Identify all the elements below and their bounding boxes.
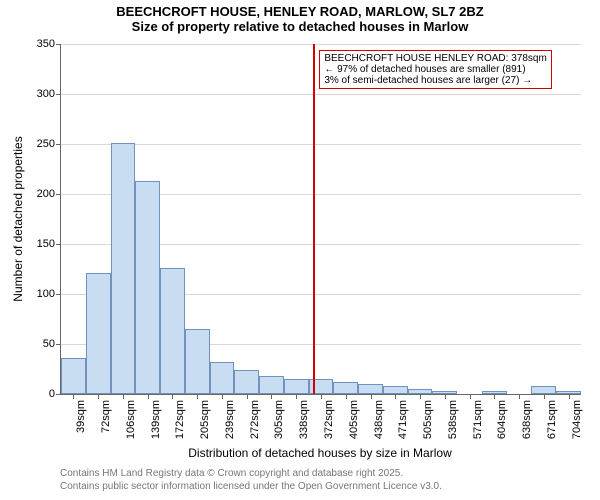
histogram-bar	[333, 382, 358, 394]
xtick-label: 305sqm	[271, 400, 285, 439]
property-marker-line	[313, 44, 315, 394]
xtick-label: 505sqm	[420, 400, 434, 439]
histogram-bar	[86, 273, 111, 394]
xtick-label: 571sqm	[470, 400, 484, 439]
histogram-bar	[185, 329, 210, 394]
xtick-label: 39sqm	[73, 400, 87, 433]
xtick-mark	[371, 394, 372, 399]
gridline	[61, 94, 581, 95]
xtick-mark	[296, 394, 297, 399]
xtick-label: 405sqm	[346, 400, 360, 439]
histogram-bar	[111, 143, 136, 394]
histogram-bar	[531, 386, 556, 394]
gridline	[61, 144, 581, 145]
xtick-label: 671sqm	[544, 400, 558, 439]
annotation-box: BEECHCROFT HOUSE HENLEY ROAD: 378sqm← 97…	[319, 50, 551, 89]
xtick-mark	[470, 394, 471, 399]
xtick-label: 106sqm	[123, 400, 137, 439]
histogram-bar	[358, 384, 383, 394]
histogram-bar	[234, 370, 259, 394]
ytick-label: 350	[37, 38, 61, 50]
xtick-mark	[247, 394, 248, 399]
xtick-label: 372sqm	[321, 400, 335, 439]
histogram-bar	[210, 362, 235, 394]
histogram-bar	[61, 358, 86, 394]
xtick-mark	[321, 394, 322, 399]
xtick-mark	[494, 394, 495, 399]
xtick-mark	[445, 394, 446, 399]
xtick-label: 638sqm	[519, 400, 533, 439]
xtick-mark	[197, 394, 198, 399]
histogram-bar	[383, 386, 408, 394]
footer-attribution: Contains HM Land Registry data © Crown c…	[60, 468, 442, 493]
xtick-label: 438sqm	[371, 400, 385, 439]
ytick-label: 0	[49, 388, 61, 400]
plot-area: 05010015020025030035039sqm72sqm106sqm139…	[60, 44, 581, 395]
histogram-bar	[160, 268, 185, 394]
ytick-label: 300	[37, 88, 61, 100]
xtick-label: 338sqm	[296, 400, 310, 439]
xtick-mark	[123, 394, 124, 399]
xtick-label: 704sqm	[569, 400, 583, 439]
xtick-mark	[148, 394, 149, 399]
xtick-mark	[420, 394, 421, 399]
chart-title-line2: Size of property relative to detached ho…	[0, 19, 600, 34]
footer-line2: Contains public sector information licen…	[60, 481, 442, 494]
xtick-mark	[98, 394, 99, 399]
xtick-mark	[346, 394, 347, 399]
histogram-bar	[309, 379, 334, 394]
ytick-label: 200	[37, 188, 61, 200]
xtick-mark	[519, 394, 520, 399]
ytick-label: 150	[37, 238, 61, 250]
xtick-label: 172sqm	[172, 400, 186, 439]
y-axis-label: Number of detached properties	[11, 136, 25, 301]
annotation-line: ← 97% of detached houses are smaller (89…	[324, 64, 546, 75]
xtick-mark	[73, 394, 74, 399]
xtick-mark	[395, 394, 396, 399]
xtick-label: 604sqm	[494, 400, 508, 439]
ytick-label: 100	[37, 288, 61, 300]
xtick-label: 471sqm	[395, 400, 409, 439]
xtick-label: 205sqm	[197, 400, 211, 439]
gridline	[61, 44, 581, 45]
xtick-mark	[172, 394, 173, 399]
xtick-mark	[222, 394, 223, 399]
xtick-label: 139sqm	[148, 400, 162, 439]
xtick-mark	[271, 394, 272, 399]
histogram-bar	[135, 181, 160, 394]
ytick-label: 50	[43, 338, 61, 350]
chart-title-line1: BEECHCROFT HOUSE, HENLEY ROAD, MARLOW, S…	[0, 0, 600, 19]
annotation-line: BEECHCROFT HOUSE HENLEY ROAD: 378sqm	[324, 53, 546, 64]
x-axis-label: Distribution of detached houses by size …	[188, 446, 451, 460]
footer-line1: Contains HM Land Registry data © Crown c…	[60, 468, 442, 481]
xtick-mark	[544, 394, 545, 399]
ytick-label: 250	[37, 138, 61, 150]
xtick-label: 272sqm	[247, 400, 261, 439]
xtick-label: 72sqm	[98, 400, 112, 433]
histogram-bar	[259, 376, 284, 394]
xtick-label: 239sqm	[222, 400, 236, 439]
histogram-bar	[284, 379, 309, 394]
xtick-label: 538sqm	[445, 400, 459, 439]
xtick-mark	[569, 394, 570, 399]
annotation-line: 3% of semi-detached houses are larger (2…	[324, 75, 546, 86]
